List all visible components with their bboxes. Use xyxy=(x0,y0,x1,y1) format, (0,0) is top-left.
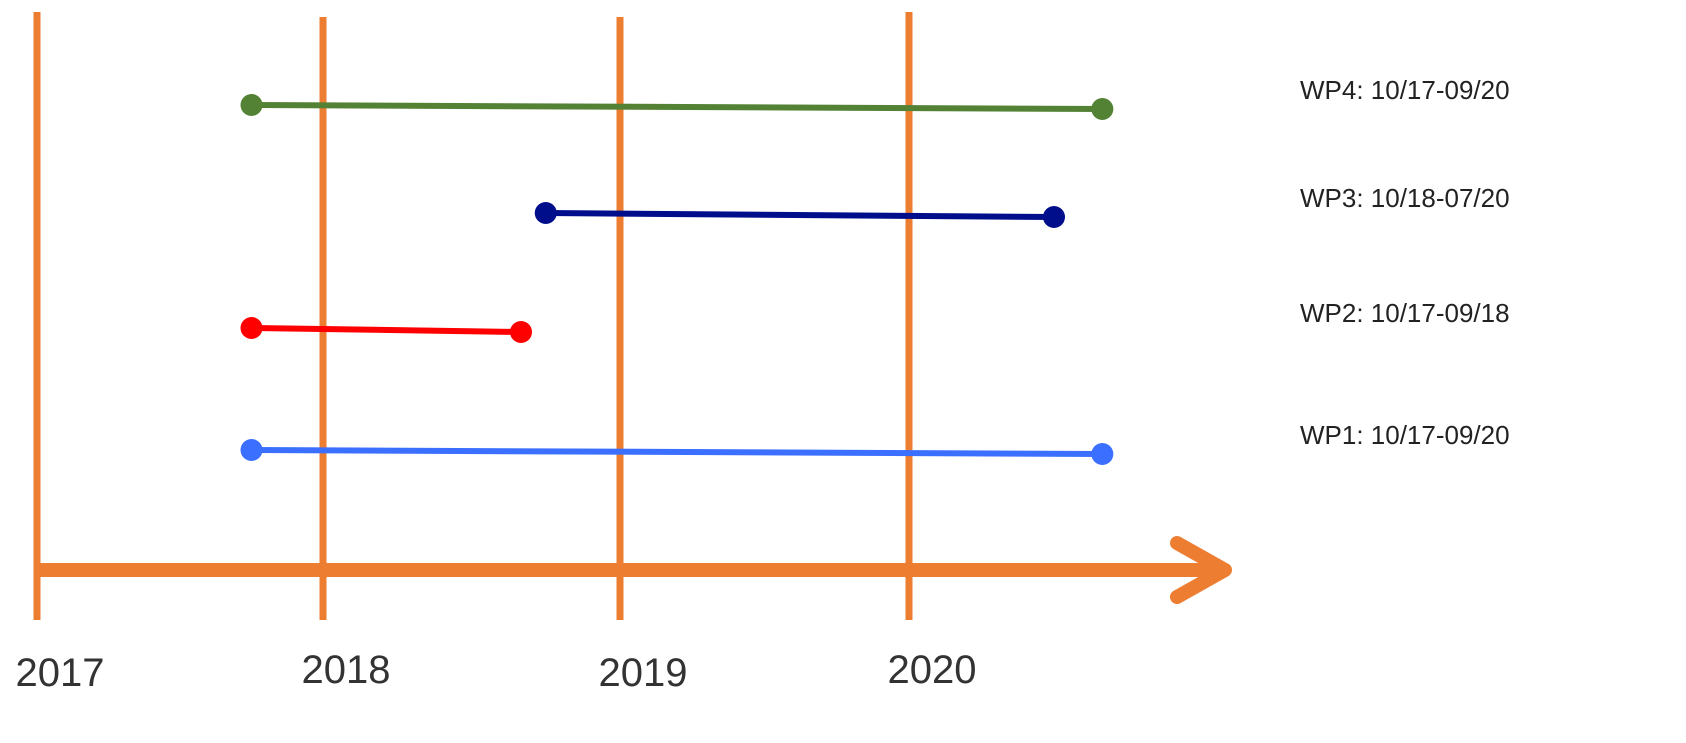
bar-start-dot-wp3 xyxy=(534,202,557,224)
year-label-2019: 2019 xyxy=(599,651,688,695)
bar-wp3 xyxy=(534,202,1065,228)
label-wp4: WP4: 10/17-09/20 xyxy=(1300,75,1510,105)
bar-wp2 xyxy=(240,317,532,343)
bar-end-dot-wp1 xyxy=(1091,443,1114,465)
year-labels: 2017 2018 2019 2020 xyxy=(16,648,977,695)
bar-end-dot-wp2 xyxy=(510,321,532,343)
work-package-bars xyxy=(240,94,1114,465)
work-package-labels: WP4: 10/17-09/20 WP3: 10/18-07/20 WP2: 10/… xyxy=(1300,75,1510,450)
axis-arrowhead xyxy=(1170,536,1232,604)
bar-start-dot-wp4 xyxy=(240,94,263,116)
year-label-2018: 2018 xyxy=(302,648,391,692)
bar-start-dot-wp2 xyxy=(240,317,263,339)
bar-wp1 xyxy=(240,439,1114,465)
bar-line-wp2 xyxy=(251,325,522,335)
year-gridlines xyxy=(33,12,913,620)
bar-end-dot-wp3 xyxy=(1043,206,1065,228)
bar-line-wp3 xyxy=(545,210,1055,220)
year-label-2020: 2020 xyxy=(888,648,977,692)
bar-start-dot-wp1 xyxy=(240,439,263,461)
bar-line-wp1 xyxy=(251,447,1103,457)
bar-line-wp4 xyxy=(251,102,1103,112)
label-wp2: WP2: 10/17-09/18 xyxy=(1300,298,1510,328)
bar-wp4 xyxy=(240,94,1114,120)
year-label-2017: 2017 xyxy=(16,651,105,695)
label-wp1: WP1: 10/17-09/20 xyxy=(1300,420,1510,450)
bar-end-dot-wp4 xyxy=(1091,98,1114,120)
time-axis xyxy=(37,536,1232,604)
label-wp3: WP3: 10/18-07/20 xyxy=(1300,183,1510,213)
